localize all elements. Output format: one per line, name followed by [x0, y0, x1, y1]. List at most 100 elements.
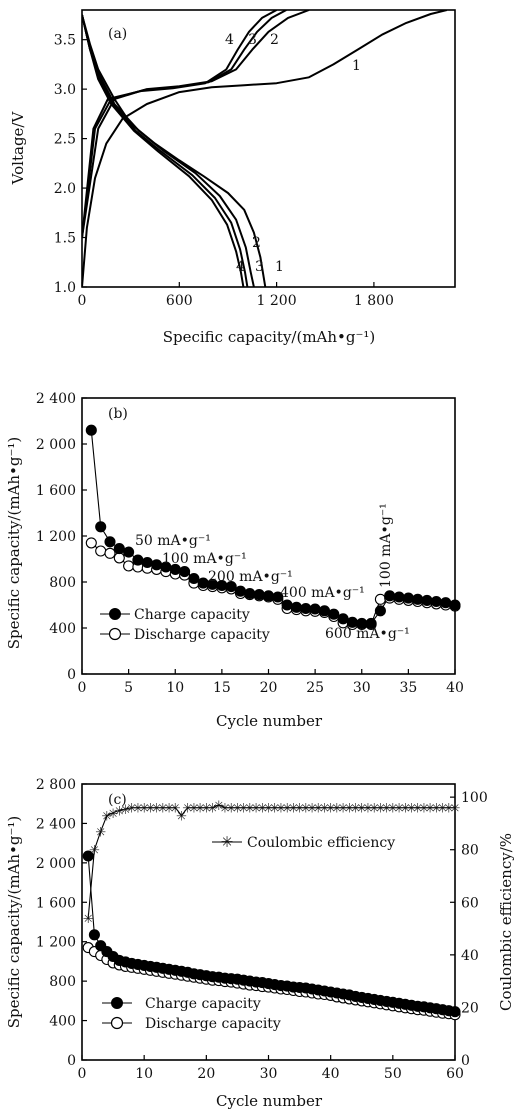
chart-c-coulombic-efficiency-point: ✳	[83, 912, 94, 927]
chart-b-charge-capacity-point	[412, 593, 424, 605]
chart-c-coulombic-efficiency-point: ✳	[394, 802, 405, 817]
legend-charge-marker-c	[111, 997, 123, 1009]
chart-c-coulombic-efficiency-point: ✳	[126, 802, 137, 817]
chart-c-coulombic-efficiency-point: ✳	[114, 804, 125, 819]
rate-label-600: 600 mA•g⁻¹	[325, 626, 410, 642]
chart-c-coulombic-efficiency-point: ✳	[182, 802, 193, 817]
chart-b-charge-capacity-point	[132, 554, 144, 566]
chart-b-discharge-capacity-point	[104, 547, 116, 559]
chart-b-xtick-label: 10	[166, 680, 184, 696]
chart-b-charge-capacity-point	[234, 585, 247, 597]
chart-c-coulombic-efficiency-point: ✳	[108, 807, 119, 822]
chart-c-ytick-label: 1 200	[36, 935, 76, 951]
legend-ce-marker: ✳	[221, 833, 234, 851]
chart-c-xtick-label: 0	[78, 1066, 87, 1082]
chart-b-xtick-label: 15	[213, 680, 231, 696]
chart-c-coulombic-efficiency-point: ✳	[356, 802, 367, 817]
chart-b-discharge-capacity-point	[374, 593, 386, 605]
chart-c-xtick-label: 60	[446, 1066, 464, 1082]
chart-c-right-yticks: 0 20 40 60 80 100	[450, 790, 488, 1069]
chart-a-yticks: 1.0 1.5 2.0 2.5 3.0 3.5	[54, 33, 87, 296]
legend-discharge-label: Discharge capacity	[134, 627, 270, 643]
chart-c-coulombic-efficiency-point: ✳	[195, 802, 206, 817]
chart-c-panel-label: (c)	[108, 792, 127, 808]
chart-c-right-ytick-label: 80	[461, 843, 479, 859]
chart-c-coulombic-efficiency-point: ✳	[450, 802, 461, 817]
chart-c-coulombic-efficiency-point: ✳	[132, 802, 143, 817]
chart-b-xtick-label: 5	[124, 680, 133, 696]
curve-label-2-charge: 2	[270, 32, 279, 48]
chart-a-frame	[81, 9, 456, 288]
chart-c-xtick-label: 40	[322, 1066, 340, 1082]
curve-label-4-discharge: 4	[236, 259, 245, 275]
rate-label-400: 400 mA•g⁻¹	[280, 585, 365, 601]
chart-b-xtick-label: 35	[399, 680, 417, 696]
chart-a-panel-label: (a)	[108, 26, 127, 42]
chart-c-coulombic-efficiency-point: ✳	[381, 802, 392, 817]
chart-c-coulombic-efficiency-point: ✳	[282, 802, 293, 817]
legend-discharge-marker	[108, 627, 122, 641]
chart-c-ytick-label: 0	[67, 1053, 76, 1069]
chart-c-marks: ✳✳✳✳✳✳✳✳✳✳✳✳✳✳✳✳✳✳✳✳✳✳✳✳✳✳✳✳✳✳✳✳✳✳✳✳✳✳✳✳…	[82, 799, 461, 1021]
chart-c-ytick-label: 2 400	[36, 816, 76, 832]
chart-c-coulombic-efficiency-point: ✳	[344, 802, 355, 817]
chart-b-ylabel: Specific capacity/(mAh•g⁻¹)	[5, 437, 23, 650]
chart-b-charge-capacity-point	[309, 603, 321, 615]
chart-c-coulombic-efficiency-point: ✳	[387, 802, 398, 817]
chart-c-xtick-label: 10	[135, 1066, 153, 1082]
chart-b-discharge-capacity-point	[95, 545, 107, 557]
chart-b-charge-capacity-point	[421, 594, 433, 606]
chart-c-coulombic-efficiency-point: ✳	[244, 802, 255, 817]
chart-b-charge-capacity-point	[328, 608, 340, 620]
legend-charge-marker	[109, 608, 121, 620]
legend-discharge-label-c: Discharge capacity	[145, 1016, 281, 1032]
chart-c-coulombic-efficiency-line	[87, 804, 455, 919]
chart-c-coulombic-efficiency-point: ✳	[120, 803, 131, 818]
curve-cycle-4-charge	[82, 10, 278, 238]
chart-a-ylabel: Voltage/V	[9, 111, 27, 186]
chart-a-ytick-label: 1.0	[54, 280, 76, 296]
chart-b-ytick-label: 1 600	[36, 483, 76, 499]
chart-b-charge-capacity-point	[393, 591, 405, 603]
chart-b-charge-capacity-point	[318, 605, 331, 617]
chart-b-charge-capacity-point	[95, 521, 107, 533]
chart-b-marks	[85, 424, 461, 631]
chart-c-xtick-label: 30	[260, 1066, 278, 1082]
chart-a-xtick-label: 600	[166, 293, 193, 309]
chart-b-charge-capacity-point	[290, 601, 303, 613]
chart-c-yticks: 0 400 800 1 200 1 600 2 000 2 400 2 800	[36, 777, 87, 1069]
chart-c-charge-capacity-point	[88, 929, 100, 941]
chart-c-coulombic-efficiency-point: ✳	[400, 802, 411, 817]
legend-charge-label: Charge capacity	[134, 607, 250, 623]
chart-a-xtick-label: 0	[78, 293, 87, 309]
chart-b-charge-capacity-point	[384, 590, 396, 602]
chart-c-coulombic-efficiency-point: ✳	[418, 802, 429, 817]
chart-c-coulombic-efficiency-point: ✳	[269, 802, 280, 817]
chart-c-right-ylabel: Coulombic efficiency/%	[497, 833, 515, 1011]
chart-b-charge-capacity-point	[113, 543, 125, 555]
chart-c-coulombic-efficiency-point: ✳	[363, 802, 374, 817]
chart-c-coulombic-efficiency-point: ✳	[406, 802, 417, 817]
chart-c-coulombic-efficiency-point: ✳	[226, 802, 237, 817]
rate-label-50: 50 mA•g⁻¹	[135, 533, 211, 549]
chart-c-ytick-label: 2 800	[36, 777, 76, 793]
chart-a-ytick-label: 1.5	[54, 231, 76, 247]
chart-c-ytick-label: 1 600	[36, 895, 76, 911]
chart-b-xtick-label: 40	[446, 680, 464, 696]
curve-cycle-1-charge	[82, 10, 448, 287]
chart-b-ytick-label: 2 000	[36, 437, 76, 453]
chart-c-right-ytick-label: 60	[461, 895, 479, 911]
rate-label-100-return: 100 mA•g⁻¹	[378, 503, 394, 588]
chart-c-coulombic-efficiency-point: ✳	[275, 802, 286, 817]
chart-c-coulombic-efficiency-point: ✳	[338, 802, 349, 817]
chart-c-coulombic-efficiency-point: ✳	[251, 802, 262, 817]
curve-cycle-3-discharge	[82, 14, 249, 287]
chart-c-coulombic-efficiency-point: ✳	[375, 802, 386, 817]
chart-c-ytick-label: 2 000	[36, 856, 76, 872]
chart-b-charge-capacity-point	[272, 591, 284, 603]
chart-c-coulombic-efficiency-point: ✳	[101, 810, 112, 825]
chart-a-ytick-label: 3.0	[54, 82, 76, 98]
chart-c-coulombic-efficiency-point: ✳	[89, 844, 100, 859]
chart-b-charge-capacity-point	[300, 602, 312, 615]
chart-a-xticks: 0 600 1 200 1 800	[78, 282, 394, 309]
